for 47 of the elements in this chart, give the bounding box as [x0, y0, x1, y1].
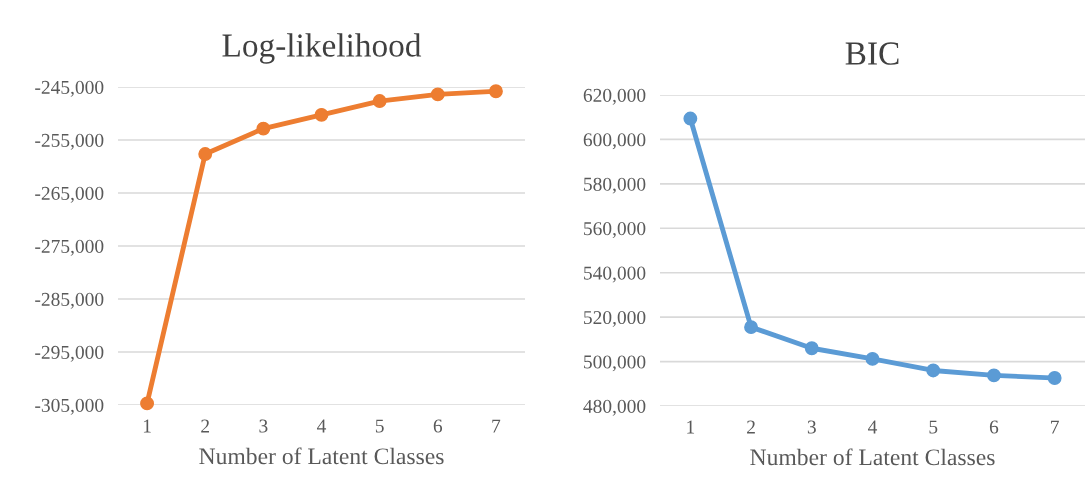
- y-tick-label: -275,000: [35, 239, 104, 256]
- point: [372, 94, 387, 108]
- x-tick-label: 5: [375, 419, 384, 433]
- point: [986, 368, 1001, 383]
- x-tick-label: 2: [201, 419, 209, 433]
- x-tick-label: 1: [143, 419, 151, 433]
- y-tick-label: -295,000: [35, 345, 104, 362]
- y-tick-label: -285,000: [35, 292, 104, 309]
- y-tick-label: -305,000: [35, 398, 104, 415]
- point: [198, 147, 213, 161]
- y-tick-label: 540,000: [584, 266, 646, 283]
- chart-title: Log-likelihood: [222, 33, 422, 64]
- x-tick-label: 2: [747, 420, 755, 434]
- y-tick-label: 560,000: [584, 222, 646, 239]
- y-tick-label: -255,000: [35, 133, 104, 150]
- y-tick-label: 500,000: [584, 355, 646, 372]
- x-tick-label: 6: [989, 420, 999, 434]
- x-tick-label: 1: [687, 420, 695, 434]
- point: [865, 351, 880, 366]
- point: [683, 111, 698, 126]
- y-tick-label: 580,000: [584, 177, 646, 194]
- y-tick-label: -245,000: [35, 80, 104, 97]
- x-tick-label: 7: [492, 419, 501, 433]
- x-tick-label: 6: [433, 419, 443, 433]
- y-tick-label: 520,000: [584, 310, 646, 327]
- point: [256, 121, 271, 136]
- x-axis-title: Number of Latent Classes: [750, 448, 995, 466]
- point: [926, 363, 941, 378]
- point: [488, 84, 503, 99]
- point: [430, 87, 445, 102]
- y-tick-label: 600,000: [583, 133, 646, 150]
- point: [1047, 371, 1062, 385]
- x-tick-label: 5: [929, 420, 938, 434]
- point: [804, 341, 819, 356]
- point: [140, 396, 155, 411]
- point: [314, 107, 329, 122]
- y-tick-label: 620,000: [583, 88, 646, 105]
- y-tick-label: -265,000: [35, 186, 104, 203]
- x-tick-label: 4: [868, 420, 878, 434]
- x-axis-title: Number of Latent Classes: [199, 447, 444, 465]
- point: [744, 320, 759, 335]
- x-tick-label: 3: [807, 420, 816, 434]
- x-tick-label: 4: [317, 419, 327, 433]
- x-tick-label: 7: [1051, 420, 1059, 434]
- chart-title: BIC: [845, 42, 899, 65]
- x-tick-label: 3: [259, 419, 268, 433]
- y-tick-label: 480,000: [583, 399, 646, 416]
